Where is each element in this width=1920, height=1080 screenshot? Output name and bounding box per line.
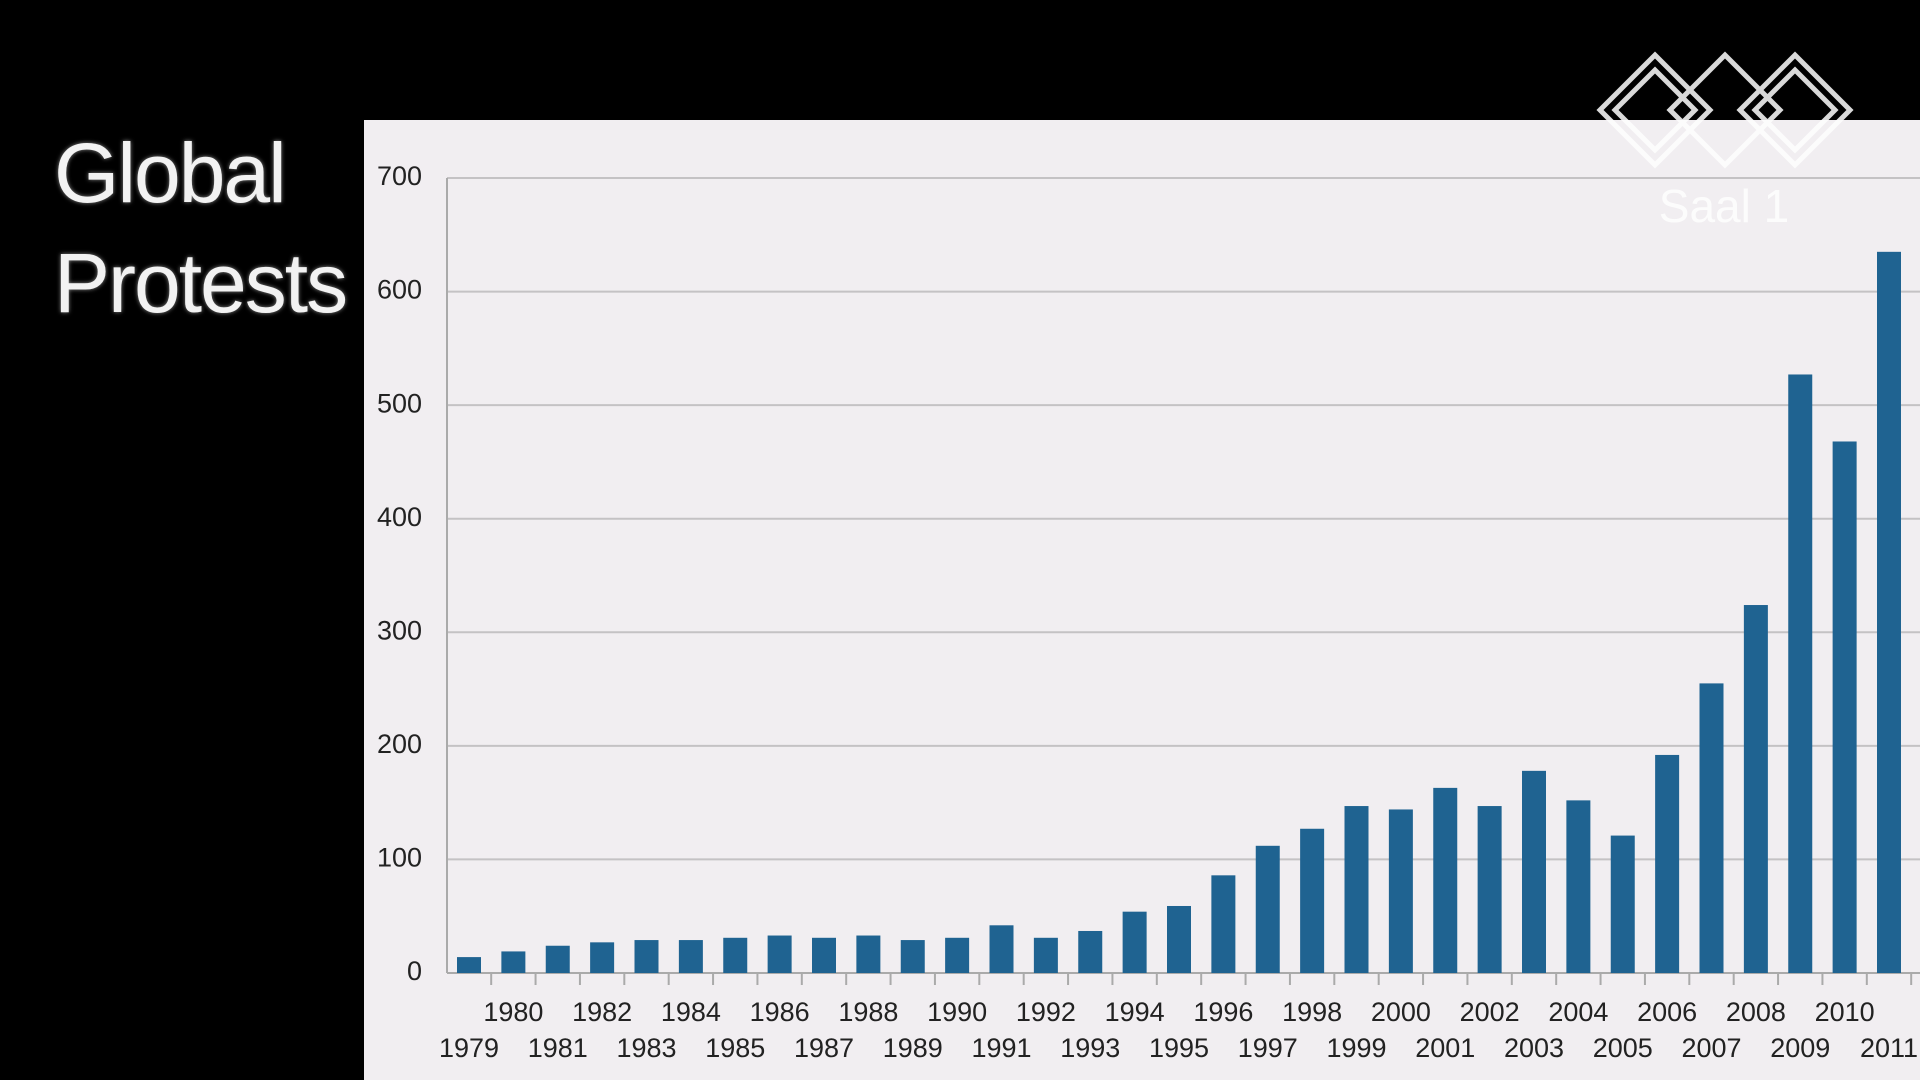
bar	[501, 951, 526, 973]
logo-mark	[1596, 51, 1854, 169]
x-tick-label: 1997	[1238, 1033, 1298, 1063]
bar	[1255, 845, 1280, 973]
bar	[812, 937, 836, 973]
y-tick-label: 100	[377, 843, 422, 873]
x-tick-label: 1980	[483, 997, 543, 1027]
plot: 0 100 200 300 400 500 600 700 1979 1980 1981 1982 19…	[377, 161, 1920, 1063]
x-tick-label: 1986	[750, 997, 810, 1027]
bar	[1610, 835, 1635, 973]
bar	[590, 942, 615, 973]
bar	[767, 935, 792, 973]
bar	[1078, 930, 1103, 973]
bar	[678, 940, 703, 973]
bar	[1388, 809, 1413, 973]
bar	[1122, 911, 1147, 973]
y-tick-label: 500	[377, 388, 422, 418]
bar	[1832, 441, 1857, 973]
logo-text: Saal 1	[1659, 180, 1789, 232]
bar	[945, 937, 970, 973]
x-tick-label: 1984	[661, 997, 721, 1027]
x-tick-label: 1999	[1326, 1033, 1386, 1063]
x-tick-label: 1982	[572, 997, 632, 1027]
bar	[1211, 875, 1236, 973]
bar	[1033, 937, 1058, 973]
bar	[1877, 251, 1901, 974]
x-tick-label: 1995	[1149, 1033, 1209, 1063]
bar	[1433, 787, 1458, 973]
x-tick-label: 2004	[1548, 997, 1608, 1027]
x-tick-label: 2002	[1460, 997, 1520, 1027]
x-tick-label: 2001	[1415, 1033, 1475, 1063]
x-tick-label: 2011	[1860, 1033, 1918, 1063]
bar	[634, 940, 659, 973]
x-tick-label: 1979	[439, 1033, 499, 1063]
x-tick-label: 1987	[794, 1033, 854, 1063]
y-tick-label: 700	[377, 161, 422, 191]
x-tick-label: 1989	[883, 1033, 943, 1063]
bar	[856, 935, 881, 973]
y-tick-label: 400	[377, 502, 422, 532]
bar	[457, 957, 481, 973]
bar	[1167, 905, 1191, 973]
bar	[1788, 374, 1813, 973]
x-tick-label: 2007	[1681, 1033, 1741, 1063]
bar	[1522, 770, 1546, 973]
bar	[545, 945, 570, 973]
bar	[723, 937, 748, 973]
y-tick-label: 0	[407, 956, 422, 986]
x-tick-label: 1988	[838, 997, 898, 1027]
x-tick-label: 1991	[971, 1033, 1031, 1063]
x-tick-label: 1985	[705, 1033, 765, 1063]
bar	[1477, 806, 1502, 973]
x-tick-label: 1990	[927, 997, 987, 1027]
x-tick-label: 1981	[528, 1033, 588, 1063]
bar	[900, 940, 925, 973]
x-tick-label: 1994	[1105, 997, 1165, 1027]
x-tick-label: 1993	[1060, 1033, 1120, 1063]
x-tick-label: 2010	[1815, 997, 1875, 1027]
bar	[1699, 683, 1724, 973]
x-tick-label: 1983	[616, 1033, 676, 1063]
bar	[1655, 754, 1680, 973]
x-tick-label: 2005	[1593, 1033, 1653, 1063]
x-tick-label: 2000	[1371, 997, 1431, 1027]
y-tick-label: 300	[377, 615, 422, 645]
slide-title: Global Protests	[54, 126, 348, 330]
bar	[1300, 828, 1325, 973]
x-tick-label: 2008	[1726, 997, 1786, 1027]
bar	[1566, 800, 1591, 973]
x-tick-label: 2009	[1770, 1033, 1830, 1063]
x-tick-label: 1998	[1282, 997, 1342, 1027]
bar	[1344, 806, 1369, 973]
bar	[989, 925, 1014, 973]
x-tick-label: 1992	[1016, 997, 1076, 1027]
x-tick-label: 2006	[1637, 997, 1697, 1027]
y-tick-label: 200	[377, 729, 422, 759]
y-tick-label: 600	[377, 275, 422, 305]
x-tick-label: 2003	[1504, 1033, 1564, 1063]
bar	[1743, 605, 1768, 973]
x-tick-label: 1996	[1193, 997, 1253, 1027]
